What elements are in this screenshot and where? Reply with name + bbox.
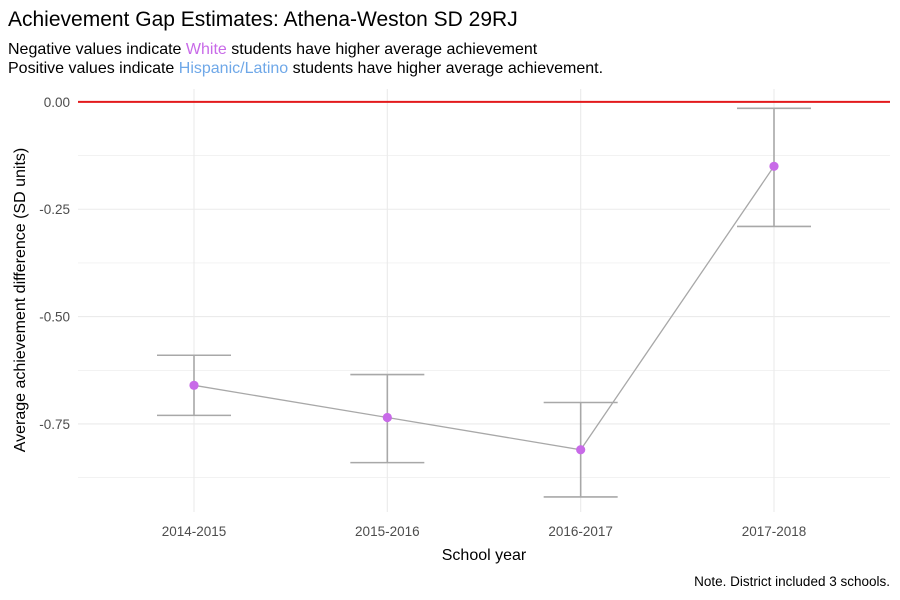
data-point bbox=[576, 445, 586, 455]
subtitle-line-2-prefix: Positive values indicate bbox=[8, 60, 179, 77]
y-tick-label: -0.75 bbox=[39, 417, 70, 432]
x-tick-labels: 2014-2015 2015-2016 2016-2017 2017-2018 bbox=[162, 524, 807, 539]
x-axis-title: School year bbox=[442, 547, 527, 564]
caption-note: Note. District included 3 schools. bbox=[694, 574, 890, 589]
gridlines bbox=[78, 89, 890, 512]
gap-estimate-line bbox=[193, 165, 775, 451]
y-tick-label: -0.25 bbox=[39, 202, 70, 217]
data-points bbox=[189, 161, 779, 455]
data-point bbox=[769, 161, 779, 171]
y-tick-labels: 0.00 -0.25 -0.50 -0.75 bbox=[39, 95, 70, 432]
subtitle-line-2: Positive values indicate Hispanic/Latino… bbox=[8, 60, 603, 78]
subtitle-line-1: Negative values indicate White students … bbox=[8, 41, 537, 59]
y-axis-title: Average achievement difference (SD units… bbox=[12, 148, 29, 452]
subtitle-line-1-prefix: Negative values indicate bbox=[8, 41, 186, 58]
data-point bbox=[189, 380, 199, 390]
subtitle-line-2-suffix: students have higher average achievement… bbox=[288, 60, 604, 77]
subtitle-white-highlight: White bbox=[185, 41, 227, 58]
chart-title: Achievement Gap Estimates: Athena-Weston… bbox=[8, 8, 518, 31]
x-tick-label: 2014-2015 bbox=[162, 524, 227, 539]
y-tick-label: -0.50 bbox=[39, 310, 70, 325]
subtitle-line-1-suffix: students have higher average achievement bbox=[226, 41, 538, 58]
x-tick-label: 2017-2018 bbox=[742, 524, 807, 539]
y-tick-label: 0.00 bbox=[44, 95, 70, 110]
x-tick-label: 2015-2016 bbox=[355, 524, 420, 539]
data-point bbox=[382, 412, 392, 423]
error-bars bbox=[157, 107, 811, 498]
x-tick-label: 2016-2017 bbox=[548, 524, 613, 539]
subtitle-hispanic-highlight: Hispanic/Latino bbox=[178, 60, 289, 77]
series-line bbox=[193, 165, 775, 451]
